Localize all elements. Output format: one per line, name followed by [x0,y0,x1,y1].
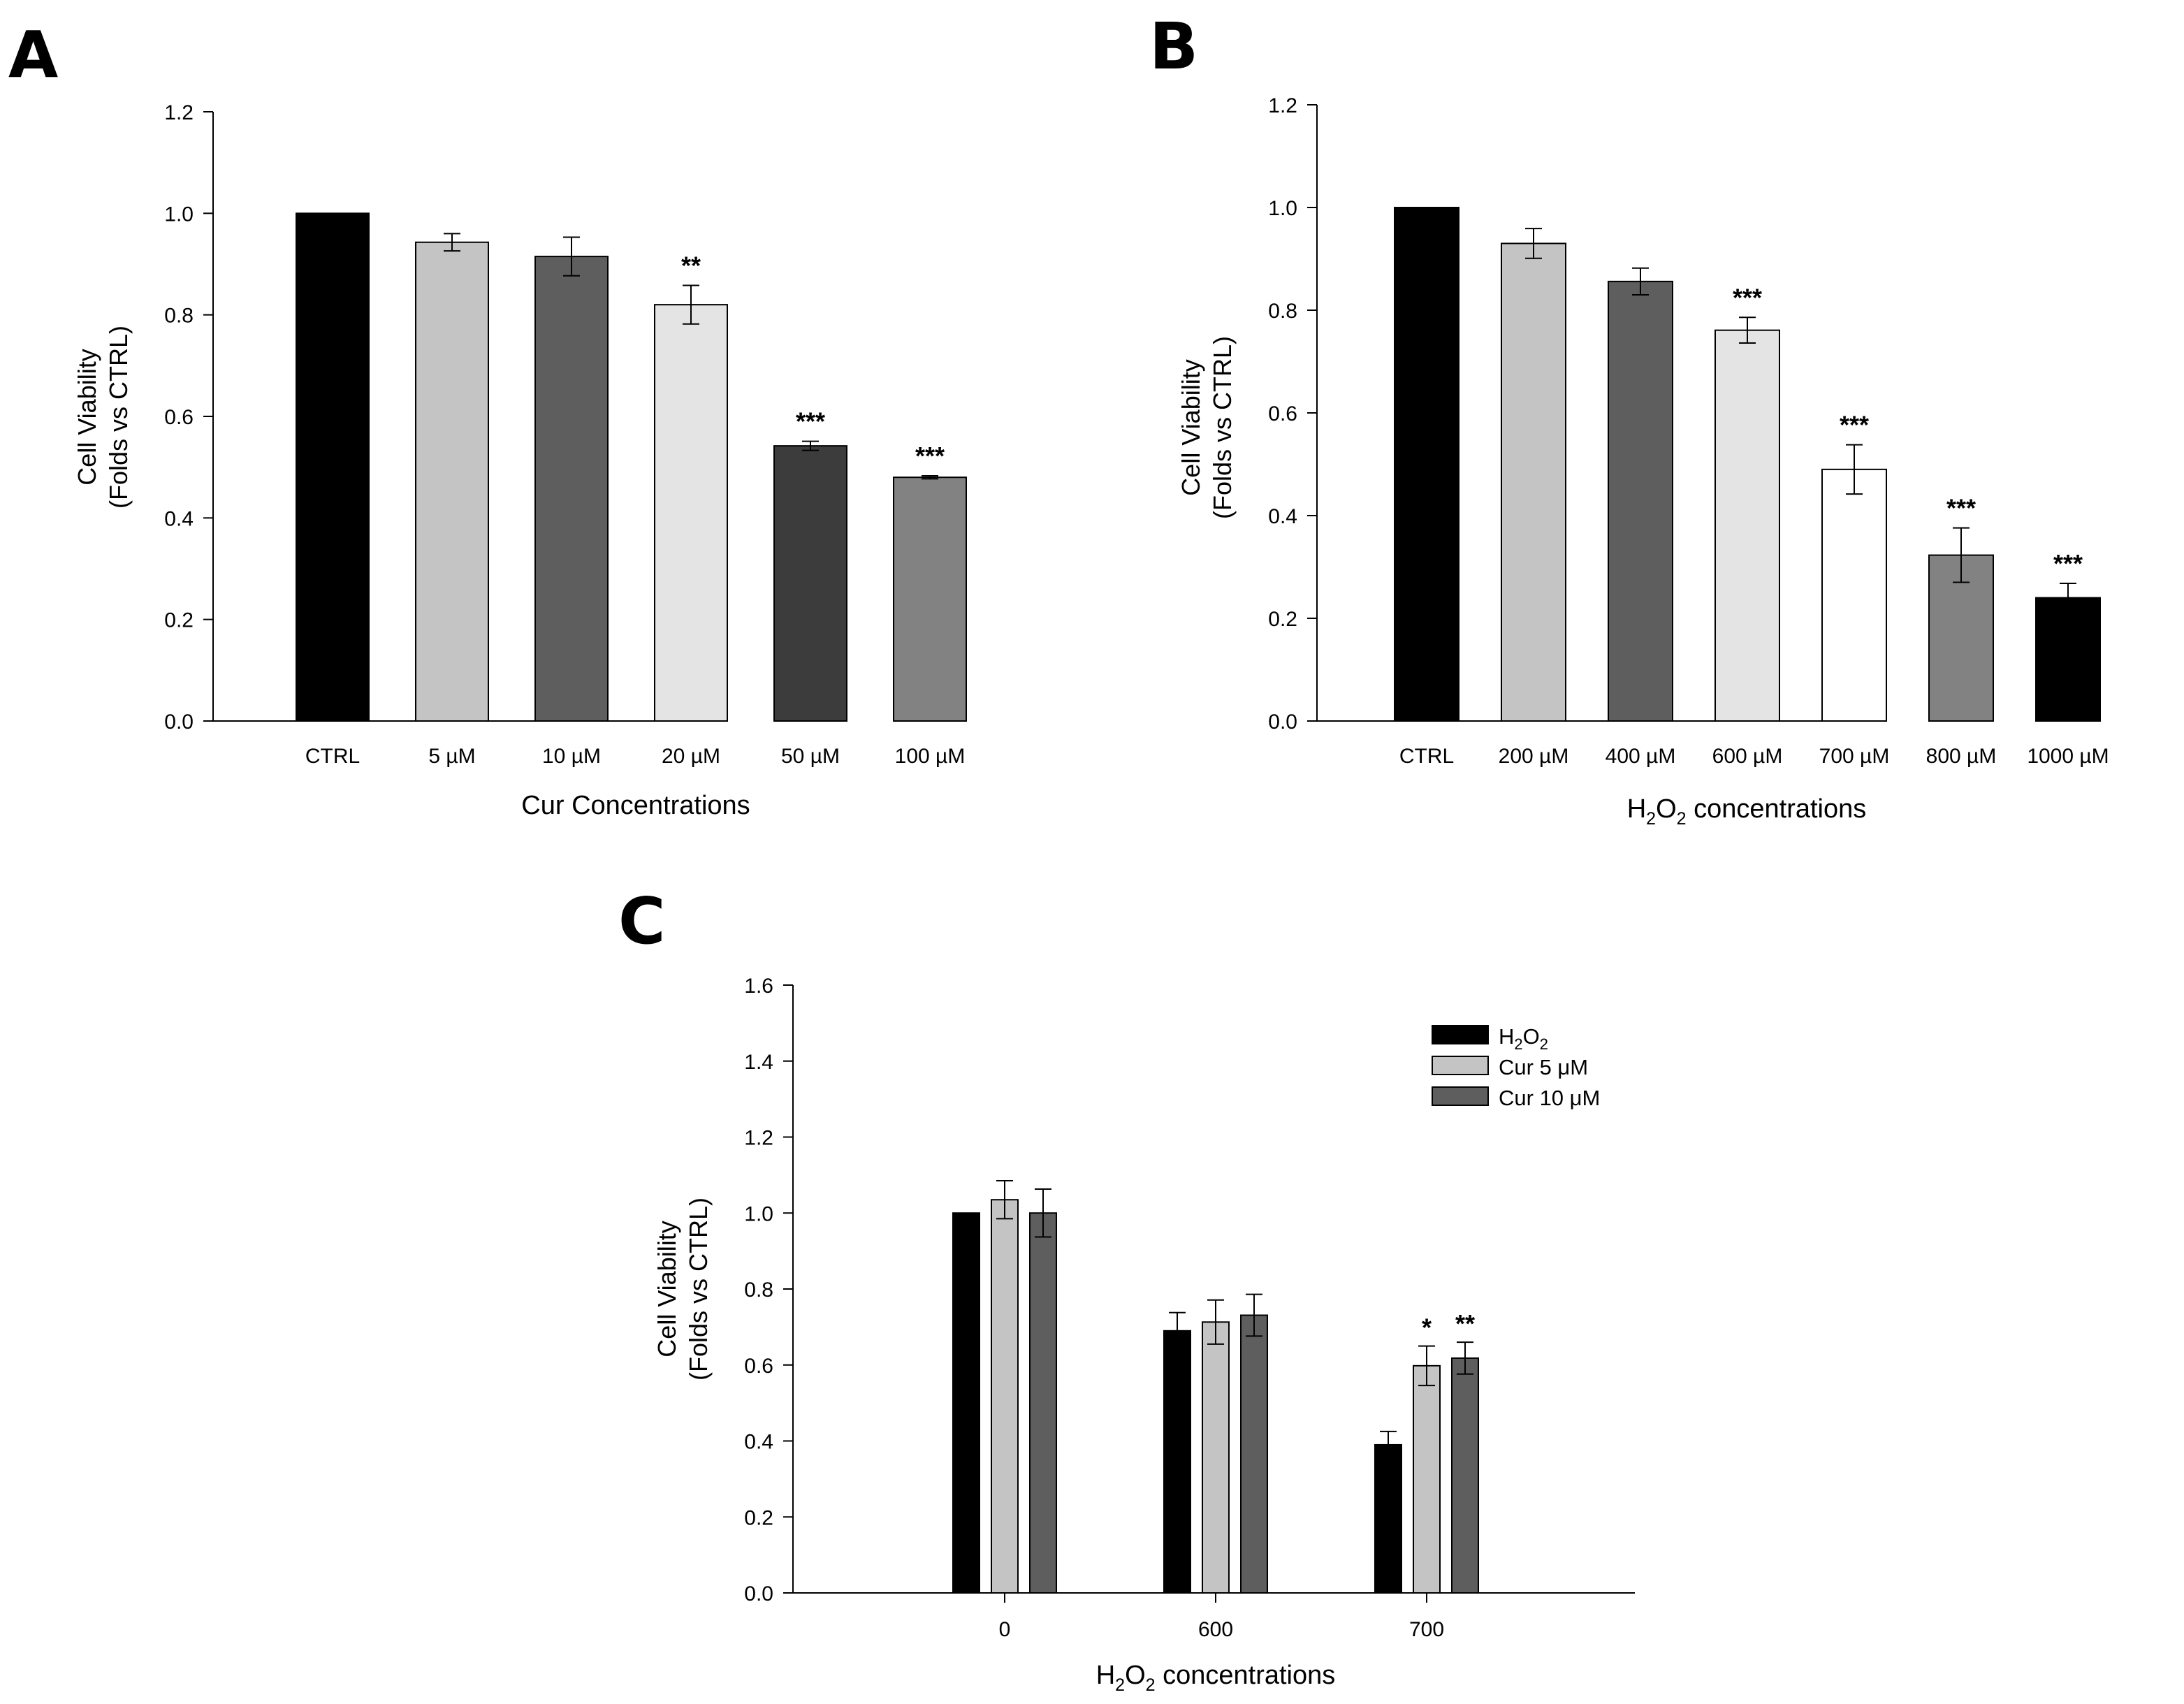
panel-a-significance: *** [915,442,945,470]
panel-c-bar [1202,1321,1230,1594]
panel-c-bar [1163,1330,1191,1594]
panel-a-xtick-label: 100 µM [895,745,966,768]
panel-a-ytick-label: 0.6 [164,406,194,429]
panel-c-bar [1240,1314,1268,1594]
panel-c-xtick-label: 600 [1198,1618,1233,1641]
panel-letter-b: B [1149,9,1198,84]
panel-b-ytick-label: 0.4 [1268,505,1297,528]
panel-a-ytick-label: 1.2 [164,101,194,124]
panel-b-bar [1715,329,1780,722]
panel-b-ytick-label: 0.8 [1268,300,1297,323]
panel-a-bar [296,212,370,722]
panel-b-ytick-label: 0.6 [1268,402,1297,425]
panel-b-ytick-label: 0.2 [1268,608,1297,631]
panel-b-bar [1394,207,1459,722]
panel-b-significance: *** [1946,494,1976,523]
panel-b-xtick-label: 200 µM [1499,745,1569,768]
panel-a-xtick-label: 50 µM [781,745,840,768]
panel-b-xtick-label: 600 µM [1712,745,1783,768]
panel-c-ytick-label: 0.4 [744,1431,773,1454]
panel-c-bar [952,1212,980,1594]
panel-c-ytick-label: 0.8 [744,1279,773,1302]
panel-b-xtick-label: 700 µM [1819,745,1890,768]
panel-a-bar [654,304,728,722]
panel-a-xtick-label: 5 µM [428,745,475,768]
panel-a-ylabel-line2: (Folds vs CTRL) [104,326,133,509]
panel-c-xtick-label: 0 [999,1618,1011,1641]
panel-a-ylabel-line1: Cell Viability [73,349,101,485]
panel-a-xlabel: Cur Concentrations [521,791,750,820]
panel-a-bar [893,476,967,722]
panel-b-bar [1821,468,1887,722]
panel-c-ylabel-line2: (Folds vs CTRL) [684,1197,713,1381]
panel-b-bar [2035,597,2101,722]
panel-letter-c: C [618,884,666,959]
legend-label-cur10: Cur 10 μM [1499,1086,1600,1110]
panel-a-xtick-label: 10 µM [542,745,601,768]
panel-b-bar [1608,280,1673,722]
panel-c-bar [1451,1357,1479,1594]
panel-c-ytick-label: 0.0 [744,1582,773,1605]
panel-b-ytick-label: 1.0 [1268,197,1297,220]
panel-b-xtick-label: 400 µM [1606,745,1676,768]
panel-c-ytick-label: 0.2 [744,1506,773,1529]
panel-a-plot: 0.0 0.2 0.4 0.6 0.8 1.0 1.2 CTRL 5 µM 10 µM 20 µM *… [164,101,967,768]
panel-c-ytick-label: 0.6 [744,1355,773,1378]
panel-a-ytick-label: 0.8 [164,305,194,328]
legend-swatch-h2o2 [1432,1025,1489,1044]
panel-c-plot: 0.00.20.40.60.81.01.21.41.60 600 700* ** [744,975,1635,1641]
panel-b-xtick-label: CTRL [1399,745,1454,768]
panel-a-bar [415,241,489,722]
panel-c-legend: H2O2 Cur 5 μM Cur 10 μM [1432,1024,1600,1110]
panel-c-bar [1413,1364,1441,1594]
panel-letter-a: A [8,17,58,92]
panel-c-significance: * [1422,1313,1432,1342]
panel-b-xtick-label: 800 µM [1926,745,1997,768]
panel-c-ylabel-line1: Cell Viability [653,1221,681,1357]
panel-b-significance: *** [1733,283,1762,312]
panel-b-significance: *** [1840,411,1869,439]
panel-a-bar [534,256,609,722]
panel-b-significance: *** [2053,549,2083,578]
panel-a-xtick-label: CTRL [305,745,360,768]
legend-swatch-cur10 [1432,1086,1489,1106]
panel-b-xtick-label: 1000 µM [2027,745,2109,768]
panel-c-ytick-label: 1.2 [744,1127,773,1150]
panel-c-ytick-label: 1.4 [744,1051,773,1074]
panel-a-ytick-label: 0.0 [164,711,194,734]
panel-c-bar [1029,1212,1057,1594]
legend-swatch-cur5 [1432,1056,1489,1075]
panel-a-significance: ** [681,252,701,280]
panel-c-bar [1374,1443,1402,1594]
panel-b-ylabel-line1: Cell Viability [1177,359,1205,495]
panel-b-ytick-label: 0.0 [1268,711,1297,734]
panel-a-ytick-label: 1.0 [164,203,194,226]
panel-c-ytick-label: 1.0 [744,1202,773,1225]
panel-b-bar [1501,242,1566,722]
legend-label-cur5: Cur 5 μM [1499,1055,1588,1079]
panel-c-significance: ** [1455,1309,1475,1338]
panel-b-plot: 0.0 0.2 0.4 0.6 0.8 1.0 1.2 CTRL 200 µM 400 µM 600… [1268,94,2109,768]
panel-a-bar [773,445,847,722]
panel-b-ylabel-line2: (Folds vs CTRL) [1208,336,1237,519]
panel-a-xtick-label: 20 µM [662,745,720,768]
panel-a-significance: *** [796,407,825,436]
panel-c-xlabel: H2O2 concentrations [1096,1661,1336,1695]
panel-a-ytick-label: 0.4 [164,507,194,530]
panel-c-ytick-label: 1.6 [744,975,773,998]
panel-b-xlabel: H2O2 concentrations [1627,794,1867,829]
panel-c-bar [991,1199,1019,1594]
panel-b-ytick-label: 1.2 [1268,94,1297,117]
panel-a-ytick-label: 0.2 [164,609,194,632]
legend-label-h2o2: H2O2 [1499,1024,1548,1053]
panel-c-xtick-label: 700 [1409,1618,1444,1641]
